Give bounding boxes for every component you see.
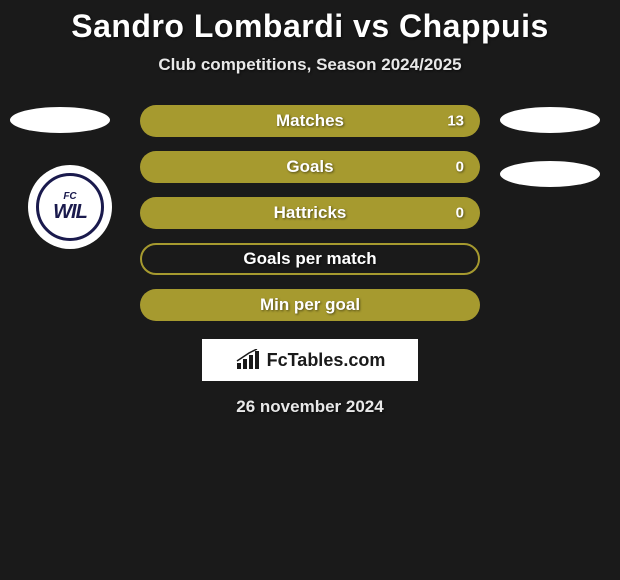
page-title: Sandro Lombardi vs Chappuis: [0, 8, 620, 45]
stat-row-hattricks: Hattricks 0: [140, 197, 480, 229]
player-slot-right-1: [500, 107, 600, 133]
stat-row-goals: Goals 0: [140, 151, 480, 183]
stat-row-min-per-goal: Min per goal: [140, 289, 480, 321]
stat-row-goals-per-match: Goals per match: [140, 243, 480, 275]
stat-label: Hattricks: [274, 203, 347, 223]
player-slot-left: [10, 107, 110, 133]
stat-label: Goals per match: [243, 249, 376, 269]
brand-logo: FcTables.com: [202, 339, 418, 381]
stats-region: FC WIL Matches 13 Goals 0 Hattricks 0 Go…: [0, 105, 620, 321]
stat-label: Matches: [276, 111, 344, 131]
stat-value: 0: [456, 159, 464, 176]
footer-date: 26 november 2024: [0, 397, 620, 417]
bar-chart-icon: [235, 349, 263, 371]
club-badge: FC WIL: [28, 165, 112, 249]
stat-value: 0: [456, 205, 464, 222]
page-subtitle: Club competitions, Season 2024/2025: [0, 55, 620, 75]
comparison-page: Sandro Lombardi vs Chappuis Club competi…: [0, 0, 620, 417]
player-slot-right-2: [500, 161, 600, 187]
stat-value: 13: [447, 113, 464, 130]
stat-label: Goals: [286, 157, 333, 177]
badge-main-text: WIL: [53, 202, 87, 222]
stat-row-matches: Matches 13: [140, 105, 480, 137]
stat-label: Min per goal: [260, 295, 360, 315]
brand-text: FcTables.com: [267, 350, 386, 371]
club-badge-inner: FC WIL: [36, 173, 104, 241]
